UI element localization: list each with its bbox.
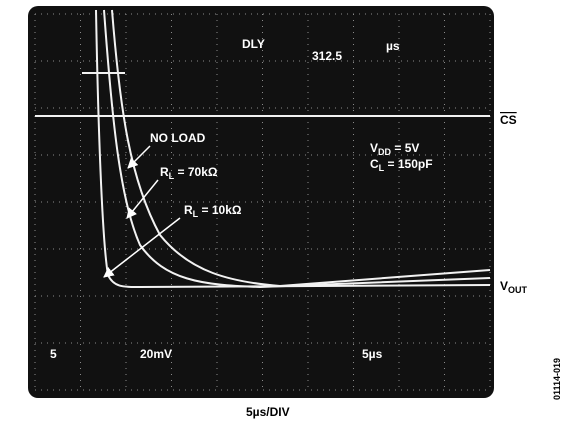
readout: 5 [50, 347, 57, 361]
signal-label: VOUT [500, 279, 528, 295]
delay-label: DLY [242, 37, 265, 51]
annotation: RL = 70kΩ [160, 165, 218, 181]
time-scale: 5µs/DIV [246, 405, 290, 419]
vout-trace-10k [95, 9, 491, 289]
delay-value: 312.5 [312, 49, 342, 63]
scope-screen [28, 6, 494, 398]
annotation: VDD = 5V [370, 141, 419, 157]
figure-id: 01114-019 [552, 358, 562, 400]
vout-trace-noload [111, 9, 491, 288]
vout-trace-70k [103, 9, 491, 289]
arrow [126, 179, 159, 219]
delay-unit: µs [386, 39, 400, 53]
arrow [103, 217, 181, 278]
signal-label: CS [500, 113, 517, 127]
readout: 20mV [140, 347, 172, 361]
readout: 5µs [362, 347, 383, 361]
arrow [127, 145, 151, 169]
annotation: RL = 10kΩ [184, 203, 242, 219]
annotation: NO LOAD [150, 131, 206, 145]
annotation: CL = 150pF [370, 157, 433, 173]
